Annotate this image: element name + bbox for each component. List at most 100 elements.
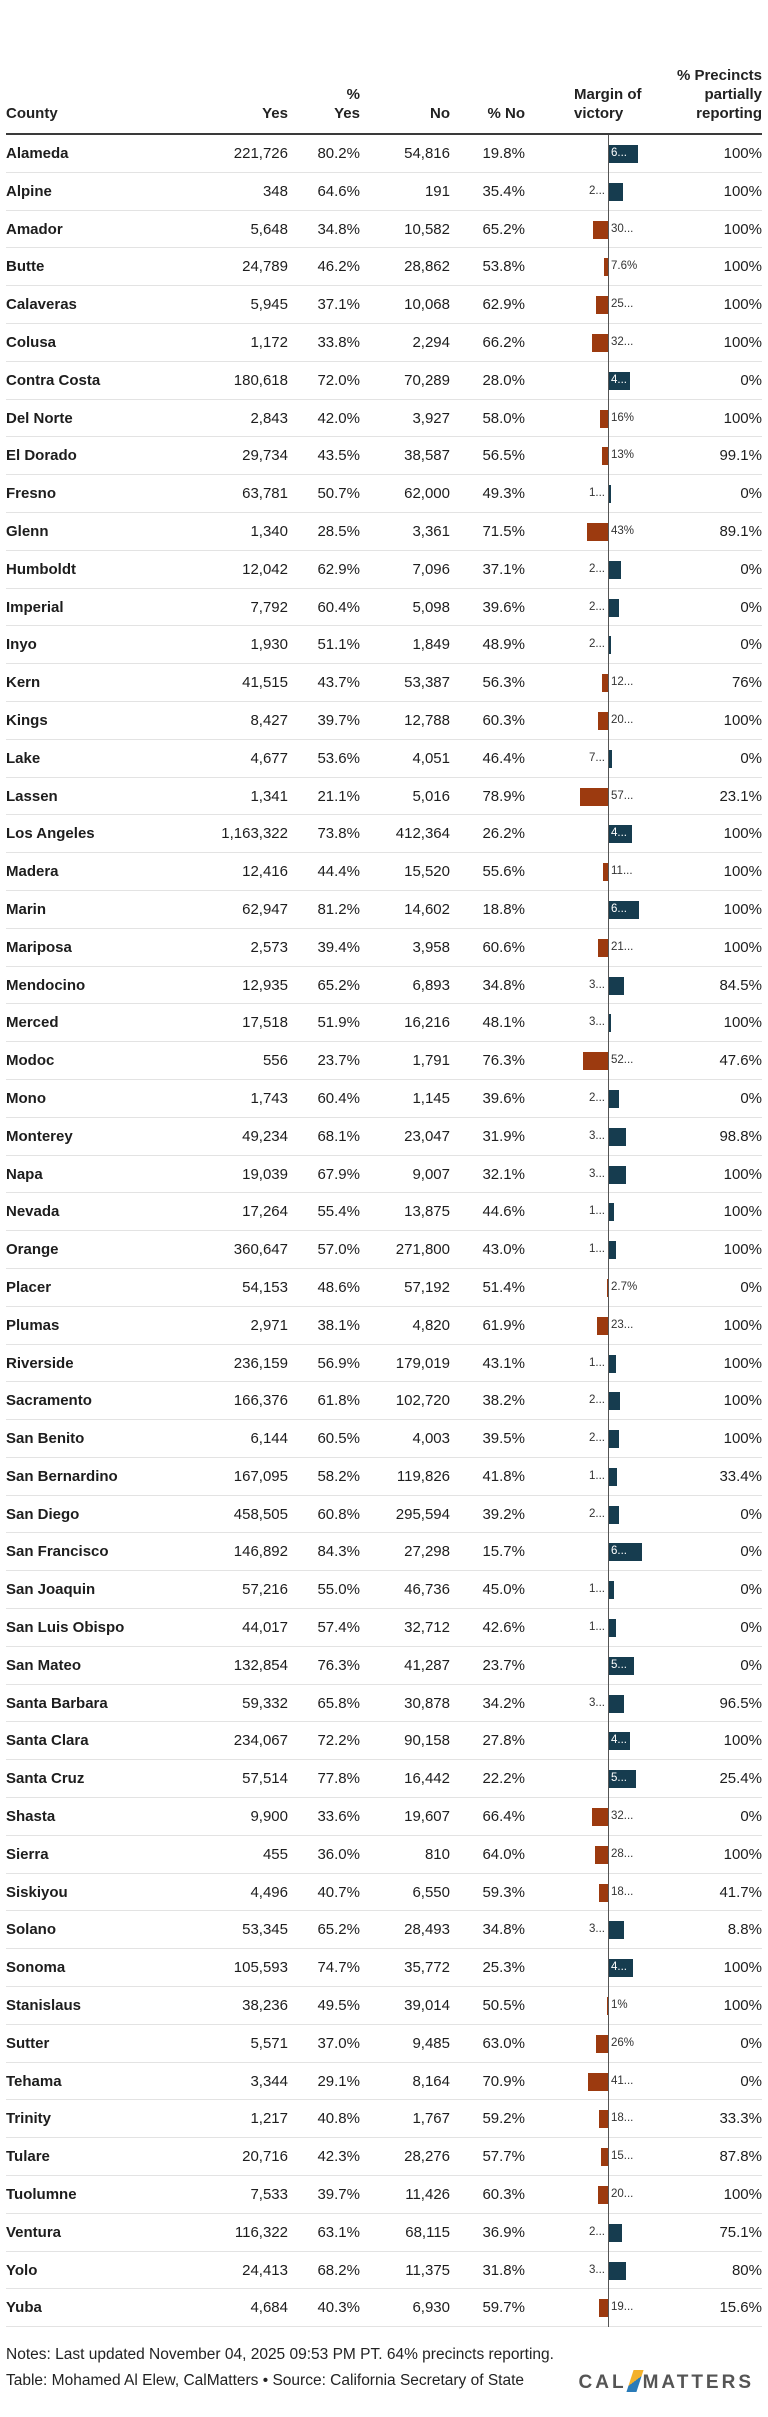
yes-votes-cell: 59,332 [242,1694,288,1712]
margin-axis [608,361,609,400]
margin-label: 2... [589,1091,605,1104]
table-row: Imperial 7,792 60.4% 5,098 39.6% 0% 2... [6,588,762,627]
no-votes-cell: 54,816 [404,145,450,162]
table-row: Tehama 3,344 29.1% 8,164 70.9% 0% 41... [6,2062,762,2101]
county-cell: Marin [6,900,47,918]
margin-axis [608,399,609,438]
yes-votes-cell: 4,496 [250,1883,288,1901]
margin-cell: 16% [568,399,656,438]
yes-votes-cell: 116,322 [234,2223,288,2241]
margin-label: 32... [611,335,634,348]
margin-bar-no [596,1316,608,1335]
margin-label: 4... [611,373,627,386]
pct-yes-cell: 33.6% [317,1808,360,1826]
header-precincts[interactable]: % Precincts partially reporting [676,67,762,122]
county-cell: Yuba [6,2299,42,2317]
precincts-cell: 75.1% [719,2223,762,2241]
no-votes-cell: 19,607 [404,1808,450,1826]
no-votes-cell: 38,587 [404,447,450,465]
margin-bar-no [601,674,608,693]
calmatters-logo[interactable]: CAL MATTERS [579,2370,754,2394]
county-cell: San Mateo [6,1656,82,1674]
county-cell: Alameda [6,145,69,162]
no-votes-cell: 295,594 [395,1505,450,1523]
margin-cell: 57... [568,777,656,816]
no-votes-cell: 2,294 [412,333,450,351]
margin-bar-no [592,333,608,352]
margin-axis [608,1911,609,1950]
margin-bar-yes [609,1505,620,1524]
yes-votes-cell: 234,067 [233,1732,288,1750]
margin-bar-yes [609,145,638,163]
county-cell: Contra Costa [6,371,101,389]
county-cell: Nevada [6,1203,60,1221]
table-row: Nevada 17,264 55.4% 13,875 44.6% 100% 1... [6,1193,762,1232]
no-votes-cell: 810 [424,1845,450,1863]
no-votes-cell: 191 [424,182,450,200]
margin-bar-yes [609,2261,627,2280]
pct-yes-cell: 65.2% [317,976,360,994]
precincts-cell: 0% [740,1581,762,1599]
margin-label: 15... [611,2150,634,2163]
precincts-cell: 100% [723,1354,762,1372]
margin-bar-yes [609,1959,633,1978]
margin-label: 1... [589,1583,605,1596]
header-no[interactable]: No [430,105,450,122]
no-votes-cell: 102,720 [395,1392,450,1410]
table-row: Tuolumne 7,533 39.7% 11,426 60.3% 100% 20... [6,2176,762,2214]
county-cell: Kings [6,711,48,729]
header-county[interactable]: County [6,105,58,122]
margin-cell: 2... [568,2213,656,2252]
margin-bar-yes [609,636,611,655]
margin-label: 26% [611,2036,635,2049]
table-row: Stanislaus 38,236 49.5% 39,014 50.5% 100% 1% [6,1987,762,2025]
precincts-cell: 84.5% [719,976,762,994]
pct-no-cell: 28.0% [482,371,525,389]
pct-no-cell: 59.2% [482,2110,525,2128]
pct-no-cell: 22.2% [482,1770,525,1788]
margin-axis [608,1079,609,1118]
margin-bar-no [597,938,608,957]
precincts-cell: 100% [723,145,762,162]
no-votes-cell: 3,361 [412,522,450,540]
yes-votes-cell: 20,716 [242,2148,288,2166]
pct-yes-cell: 80.2% [317,145,360,162]
table-row: Placer 54,153 48.6% 57,192 51.4% 0% 2.7% [6,1268,762,1307]
margin-axis [608,966,609,1005]
header-yes[interactable]: Yes [262,105,288,122]
margin-label: 7... [589,751,605,764]
header-pct-yes[interactable]: % Yes [320,85,360,123]
pct-yes-cell: 42.3% [317,2148,360,2166]
yes-votes-cell: 1,163,322 [221,825,288,843]
county-cell: Colusa [6,333,57,351]
no-votes-cell: 1,791 [412,1052,450,1070]
county-cell: Tulare [6,2148,50,2166]
pct-no-cell: 39.2% [482,1505,525,1523]
margin-bar-yes [609,485,611,504]
table-row: Ventura 116,322 63.1% 68,115 36.9% 75.1% 2... [6,2213,762,2252]
county-cell: Fresno [6,485,57,503]
margin-cell: 1... [568,1609,656,1647]
yes-votes-cell: 54,153 [242,1278,288,1296]
margin-label: 2... [589,1432,605,1445]
table-row: Riverside 236,159 56.9% 179,019 43.1% 100% 1..… [6,1344,762,1383]
no-votes-cell: 14,602 [404,900,450,918]
precincts-cell: 100% [723,1165,762,1183]
table-row: San Mateo 132,854 76.3% 41,287 23.7% 0% 5... [6,1646,762,1685]
header-pct-no[interactable]: % No [487,105,526,122]
margin-axis [608,1457,609,1496]
table-row: Mariposa 2,573 39.4% 3,958 60.6% 100% 21... [6,928,762,967]
table-row: Inyo 1,930 51.1% 1,849 48.9% 0% 2... [6,626,762,665]
margin-cell: 2... [568,172,656,211]
pct-yes-cell: 44.4% [317,863,360,881]
margin-bar-yes [609,1732,631,1751]
header-margin[interactable]: Margin of victory [574,86,642,122]
margin-axis [608,172,609,211]
yes-votes-cell: 2,573 [250,938,288,956]
margin-cell: 1... [568,475,656,513]
precincts-cell: 0% [740,1808,762,1826]
results-table: County Yes % Yes No % No Margin of victo… [6,0,762,2328]
precincts-cell: 25.4% [719,1770,762,1788]
precincts-cell: 0% [740,2072,762,2090]
margin-cell: 25... [568,286,656,324]
